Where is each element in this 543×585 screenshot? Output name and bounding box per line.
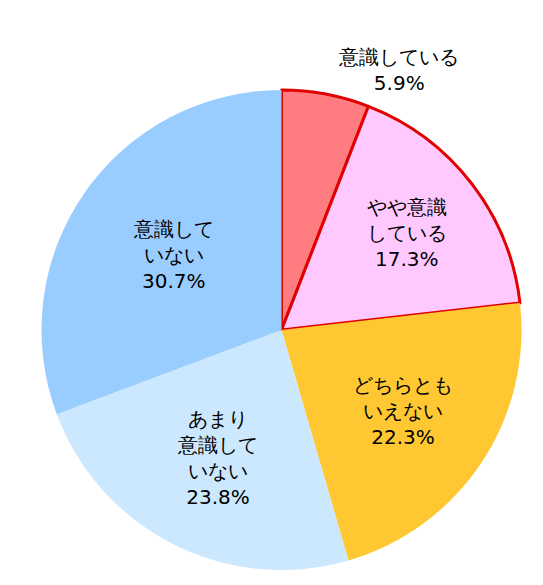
svg-text:やや意識している17.3%: やや意識している17.3% [367,195,447,271]
svg-text:意識していない30.7%: 意識していない30.7% [133,217,214,293]
svg-text:どちらともいえない22.3%: どちらともいえない22.3% [353,373,453,449]
svg-text:意識している5.9%: 意識している5.9% [338,45,459,95]
svg-text:あまり意識していない23.8%: あまり意識していない23.8% [177,407,258,509]
